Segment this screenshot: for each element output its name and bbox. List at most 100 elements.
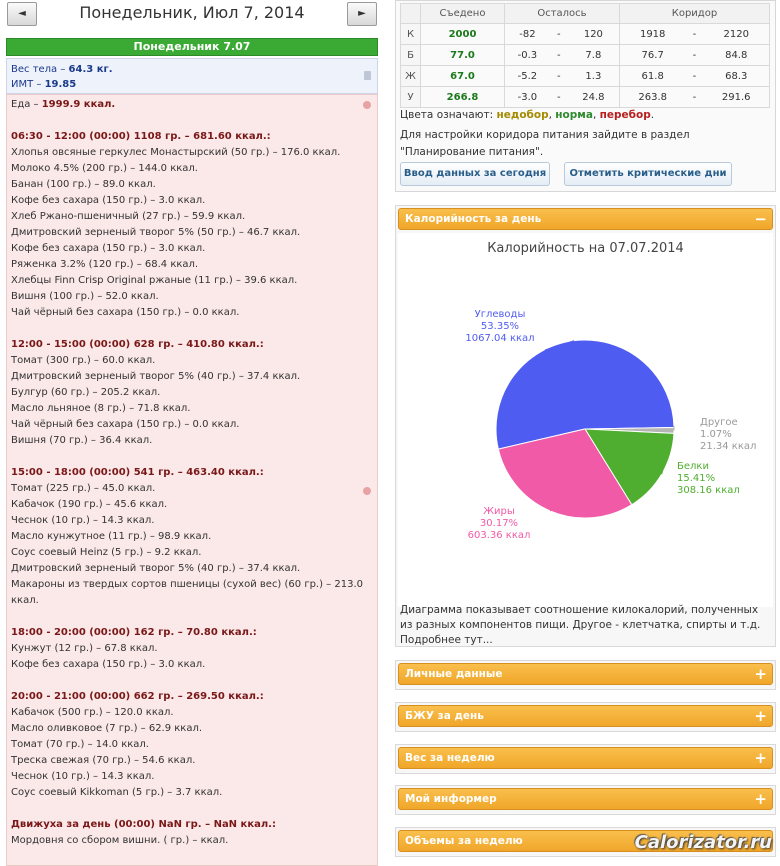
delete-icon[interactable] — [364, 71, 371, 80]
bju-corridor-max: 68.3 — [703, 65, 771, 87]
food-item[interactable]: Чай чёрный без сахара (150 гр.) – 0.0 кк… — [11, 307, 240, 318]
food-item[interactable]: Чеснок (10 гр.) – 14.3 ккал. — [11, 771, 155, 782]
informer-panel-title: Мой информер — [405, 793, 497, 805]
food-item[interactable]: Хлопья овсяные геркулес Монастырский (50… — [11, 147, 341, 158]
day-header-bar[interactable]: Понедельник 7.07 — [6, 38, 378, 56]
bju-row-label: Ж — [400, 65, 421, 87]
bju-left-max: 7.8 — [567, 44, 620, 66]
bju-corridor-sep: - — [685, 23, 704, 45]
weight-week-panel-title: Вес за неделю — [405, 752, 495, 764]
bju-panel: Съедено Осталось Коридор К 2000 -82-120 191… — [395, 0, 776, 192]
food-item[interactable]: Вишня (70 гр.) – 36.4 ккал. — [11, 435, 153, 446]
pie-label-name: Другое — [700, 417, 738, 428]
pie-label-value: 21.34 ккал — [700, 441, 756, 452]
food-item[interactable]: Дмитровский зерненый творог 5% (40 гр.) … — [11, 371, 301, 382]
food-item[interactable]: Макароны из твердых сортов пшеницы (сухо… — [11, 579, 363, 606]
bju-left-sep: - — [549, 44, 568, 66]
pie-label-name: Белки — [677, 461, 709, 472]
food-item[interactable]: Булгур (60 гр.) – 205.2 ккал. — [11, 387, 161, 398]
volumes-week-panel-header[interactable]: Объемы за неделю + — [398, 830, 773, 852]
volumes-week-panel: Объемы за неделю + — [395, 827, 776, 857]
bju-left-sep: - — [549, 23, 568, 45]
bju-left-min: -0.3 — [503, 44, 550, 66]
food-item[interactable]: Кабачок (500 гр.) – 120.0 ккал. — [11, 707, 174, 718]
meals-list: 06:30 - 12:00 (00:00) 1108 гр. – 681.60 … — [11, 129, 373, 849]
bju-header-eaten: Съедено — [420, 3, 505, 24]
bmi-line: ИМТ – 19.85 — [11, 77, 373, 92]
expand-icon[interactable]: + — [754, 790, 767, 808]
date-title: Понедельник, Июл 7, 2014 — [79, 3, 305, 22]
bju-row: Ж 67.0 -5.2-1.3 61.8-68.3 — [400, 65, 771, 87]
food-item[interactable]: Мордовня со сбором вишни. ( гр.) – ккал. — [11, 835, 229, 846]
expand-icon[interactable]: + — [754, 665, 767, 683]
bju-row-label: Б — [400, 44, 421, 66]
personal-panel-header[interactable]: Личные данные + — [398, 663, 773, 685]
bju-eaten-value: 77.0 — [420, 44, 505, 66]
food-item[interactable]: Томат (225 гр.) – 45.0 ккал. — [11, 483, 156, 494]
pie-slice-0[interactable] — [495, 339, 675, 450]
bju-day-panel-title: БЖУ за день — [405, 710, 484, 722]
food-item[interactable]: Кабачок (190 гр.) – 45.6 ккал. — [11, 499, 168, 510]
food-item[interactable]: Молоко 4.5% (200 гр.) – 144.0 ккал. — [11, 163, 198, 174]
weight-week-panel: Вес за неделю + — [395, 744, 776, 774]
expand-icon[interactable]: + — [754, 832, 767, 850]
food-item[interactable]: Чай чёрный без сахара (150 гр.) – 0.0 кк… — [11, 419, 240, 430]
food-item[interactable]: Дмитровский зерненый творог 5% (50 гр.) … — [11, 227, 301, 238]
collapse-icon[interactable]: − — [754, 210, 767, 228]
informer-panel: Мой информер + — [395, 785, 776, 815]
food-item[interactable]: Масло оливковое (7 гр.) – 62.9 ккал. — [11, 723, 203, 734]
enter-today-button[interactable]: Ввод данных за сегодня — [400, 162, 550, 186]
bju-corridor-max: 291.6 — [703, 86, 771, 108]
pie-connector — [661, 465, 665, 475]
site-watermark: Calorizator.ru — [634, 832, 772, 853]
food-item[interactable]: Масло кунжутное (11 гр.) – 98.9 ккал. — [11, 531, 212, 542]
bju-left-min: -3.0 — [503, 86, 550, 108]
food-item[interactable]: Хлебцы Finn Crisp Original ржаные (11 гр… — [11, 275, 298, 286]
meal-header: 15:00 - 18:00 (00:00) 541 гр. – 463.40 к… — [11, 467, 264, 478]
meal-header: 12:00 - 15:00 (00:00) 628 гр. – 410.80 к… — [11, 339, 264, 350]
bju-corridor-sep: - — [685, 65, 704, 87]
bmi-value: 19.85 — [44, 79, 77, 90]
calories-panel-header[interactable]: Калорийность за день − — [398, 208, 773, 230]
legend-under: недобор — [496, 109, 549, 121]
food-item[interactable]: Томат (70 гр.) – 14.0 ккал. — [11, 739, 149, 750]
bju-left-max: 120 — [567, 23, 620, 45]
pin-icon[interactable] — [363, 101, 371, 109]
food-item[interactable]: Треска свежая (70 гр.) – 54.6 ккал. — [11, 755, 196, 766]
food-item[interactable]: Масло льняное (8 гр.) – 71.8 ккал. — [11, 403, 191, 414]
expand-icon[interactable]: + — [754, 707, 767, 725]
calories-panel-title: Калорийность за день — [405, 213, 542, 225]
food-item[interactable]: Кофе без сахара (150 гр.) – 3.0 ккал. — [11, 243, 206, 254]
bju-row: Б 77.0 -0.3-7.8 76.7-84.8 — [400, 44, 771, 66]
food-item[interactable]: Хлеб Ржано-пшеничный (27 гр.) – 59.9 кка… — [11, 211, 246, 222]
food-item[interactable]: Дмитровский зерненый творог 5% (40 гр.) … — [11, 563, 301, 574]
legend-sep: , — [548, 109, 556, 121]
food-total: Еда – 1999.9 ккал. — [11, 97, 373, 113]
bju-day-panel: БЖУ за день + — [395, 702, 776, 732]
weight-week-panel-header[interactable]: Вес за неделю + — [398, 747, 773, 769]
weight-value: 64.3 кг. — [68, 64, 113, 75]
next-day-button[interactable]: ► — [347, 2, 377, 26]
food-item[interactable]: Кофе без сахара (150 гр.) – 3.0 ккал. — [11, 195, 206, 206]
food-item[interactable]: Ряженка 3.2% (120 гр.) – 68.4 ккал. — [11, 259, 199, 270]
meal-header: 18:00 - 20:00 (00:00) 162 гр. – 70.80 кк… — [11, 627, 257, 638]
informer-panel-header[interactable]: Мой информер + — [398, 788, 773, 810]
mark-critical-days-button[interactable]: Отметить критические дни — [564, 162, 732, 186]
food-item[interactable]: Банан (100 гр.) – 89.0 ккал. — [11, 179, 156, 190]
pie-slice-3[interactable] — [497, 428, 633, 519]
food-item[interactable]: Соус соевый Kikkoman (5 гр.) – 3.7 ккал. — [11, 787, 223, 798]
food-item[interactable]: Кунжут (12 гр.) – 67.8 ккал. — [11, 643, 158, 654]
food-item[interactable]: Вишня (100 гр.) – 52.0 ккал. — [11, 291, 159, 302]
prev-day-button[interactable]: ◄ — [7, 2, 37, 26]
food-total-label: Еда – — [11, 99, 42, 110]
bju-day-panel-header[interactable]: БЖУ за день + — [398, 705, 773, 727]
food-item[interactable]: Томат (300 гр.) – 60.0 ккал. — [11, 355, 156, 366]
food-item[interactable]: Соус соевый Heinz (5 гр.) – 9.2 ккал. — [11, 547, 202, 558]
food-item[interactable]: Чеснок (10 гр.) – 14.3 ккал. — [11, 515, 155, 526]
food-item[interactable]: Кофе без сахара (150 гр.) – 3.0 ккал. — [11, 659, 206, 670]
chart-title: Калорийность на 07.07.2014 — [487, 241, 684, 256]
expand-icon[interactable]: + — [754, 749, 767, 767]
legend-end: . — [650, 109, 655, 121]
pin-icon[interactable] — [363, 487, 371, 495]
